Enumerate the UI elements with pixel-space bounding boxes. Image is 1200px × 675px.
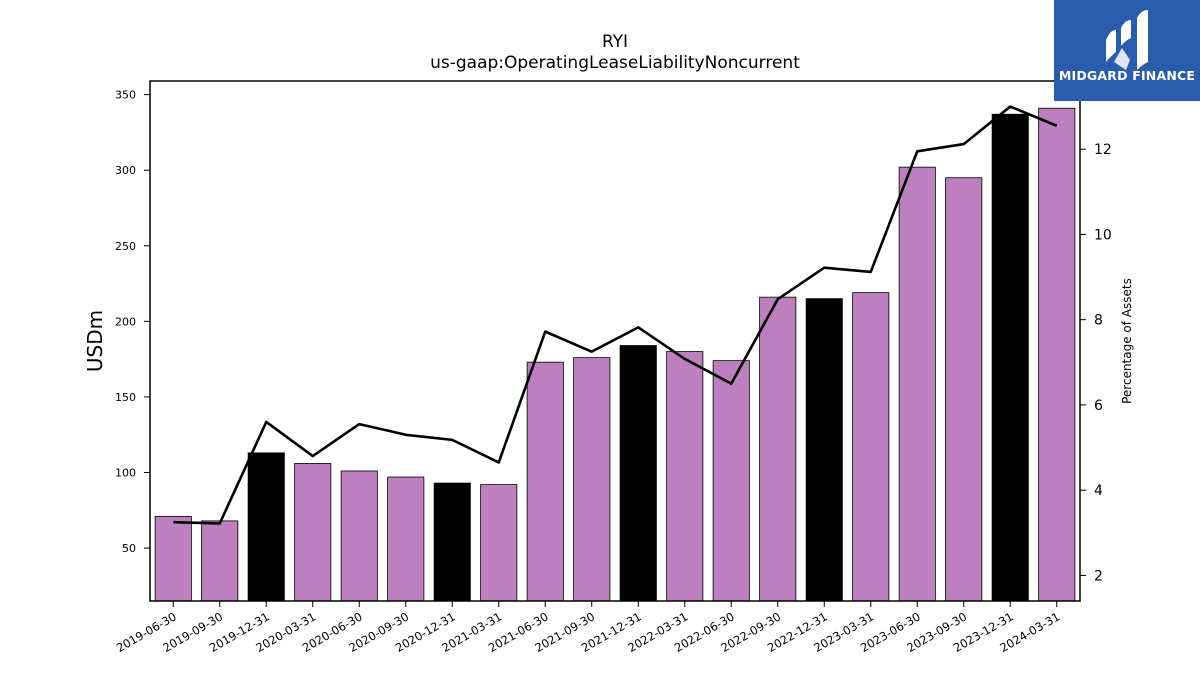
bar: [666, 351, 704, 602]
bar: [759, 296, 797, 602]
y-tick-label: 350: [115, 89, 136, 102]
bar: [805, 298, 843, 602]
bar: [387, 476, 425, 602]
plot-frame: [149, 80, 1081, 602]
y2-tick-label: 2: [1094, 568, 1103, 584]
y2-axis-label: Percentage of Assets: [1120, 278, 1134, 404]
y-tick-label: 150: [115, 391, 136, 404]
bar: [480, 484, 518, 602]
bar: [154, 515, 192, 602]
chart-subtitle: us-gaap:OperatingLeaseLiabilityNoncurren…: [430, 53, 800, 73]
midgard-logo-icon: [1106, 10, 1148, 70]
logo-text: MIDGARD FINANCE: [1058, 68, 1196, 83]
bar: [991, 113, 1029, 602]
bar: [247, 452, 285, 602]
y2-tick-label: 8: [1094, 313, 1103, 329]
bar: [433, 482, 471, 602]
y-axis-label: USDm: [83, 310, 107, 372]
bar: [898, 166, 936, 602]
bar: [340, 470, 378, 602]
y2-tick-label: 10: [1094, 227, 1112, 243]
bar: [573, 357, 611, 602]
y2-tick-label: 6: [1094, 398, 1103, 414]
chart-title: RYI: [601, 32, 629, 52]
y2-tick-label: 12: [1094, 142, 1112, 158]
y2-tick-label: 4: [1094, 483, 1103, 499]
percentage-line: [173, 105, 1058, 525]
y-tick-label: 200: [115, 315, 136, 328]
y-tick-label: 250: [115, 240, 136, 253]
midgard-finance-logo: MIDGARD FINANCE: [1054, 0, 1200, 101]
y-tick-label: 300: [115, 164, 136, 177]
bar: [852, 292, 890, 602]
bar: [526, 361, 564, 602]
y-tick-label: 50: [122, 542, 136, 555]
bar: [712, 360, 750, 602]
bar: [1038, 107, 1076, 602]
y-tick-label: 100: [115, 467, 136, 480]
bar: [945, 177, 983, 602]
bar: [619, 345, 657, 602]
bar: [294, 463, 332, 602]
bar: [201, 520, 239, 602]
